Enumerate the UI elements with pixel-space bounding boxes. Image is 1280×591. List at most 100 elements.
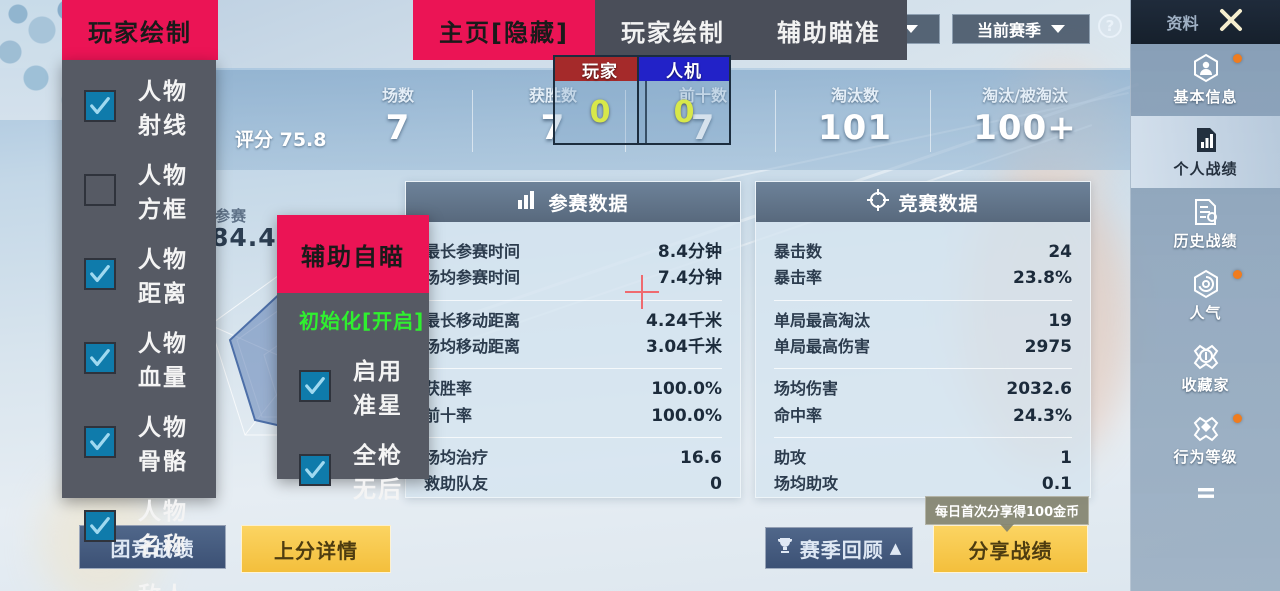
stat-value: 7 [385, 108, 411, 148]
panel-body: 暴击数 24 暴击率 23.8% 单局最高淘汰 19 单局最高伤害 2975 场均伤害 2… [756, 222, 1090, 512]
stat-row: 暴击率 23.8% [774, 265, 1072, 291]
sidebar-item-history-record[interactable]: 历史战绩 [1131, 188, 1280, 260]
checkbox-unchecked[interactable] [84, 174, 116, 206]
checkbox-checked[interactable] [84, 258, 116, 290]
mod-option-row[interactable]: 全枪无后 [277, 428, 429, 512]
player-draw-options: 人物射线 人物方框 人物距离 人物血量 人物骨骼 人物名称 [62, 60, 216, 591]
sidebar-item-more[interactable] [1131, 476, 1280, 522]
stat-val: 0 [710, 474, 722, 495]
mod-tab-player-draw-primary[interactable]: 玩家绘制 [62, 0, 218, 60]
stat-key: 单局最高淘汰 [774, 310, 871, 330]
stat-key: 场均移动距离 [424, 337, 521, 357]
stat-row: 单局最高伤害 2975 [774, 334, 1072, 360]
rank-details-button[interactable]: 上分详情 [241, 525, 391, 573]
history-doc-icon [1191, 197, 1221, 227]
collector-badge-icon [1191, 341, 1221, 371]
mod-tab-label: 辅助瞄准 [776, 18, 881, 47]
mod-option-row[interactable]: 敌人手持 [62, 568, 216, 591]
panel-header: 竞赛数据 [756, 182, 1090, 222]
stat-val: 8.4分钟 [657, 242, 722, 262]
aim-assist-options: 启用准星 全枪无后 [277, 340, 429, 520]
stat-key: 最长参赛时间 [424, 242, 521, 261]
notification-dot [1233, 270, 1242, 279]
sidebar-item-behavior-level[interactable]: 行为等级 [1131, 404, 1280, 476]
crosshair-icon [867, 188, 890, 216]
checkbox-checked[interactable] [84, 90, 116, 122]
notification-dot [1233, 54, 1242, 63]
mod-menu-tabbar-right: 主页[隐藏] 玩家绘制 辅助瞄准 [413, 0, 907, 60]
stat-row: 场均助攻 0.1 [774, 471, 1072, 497]
checkbox-checked[interactable] [84, 426, 116, 458]
help-icon[interactable]: ? [1098, 14, 1122, 38]
close-x-icon[interactable] [1217, 6, 1245, 38]
bot-count-overlay: 人机 0 [637, 55, 731, 145]
team-record-label: 团竞战绩 [110, 536, 195, 561]
mod-option-row[interactable]: 人物骨骼 [62, 400, 216, 484]
mod-option-row[interactable]: 人物名称 [62, 484, 216, 568]
stats-doc-icon [1191, 125, 1221, 155]
sidebar-title: 资料 [1166, 14, 1199, 33]
stat-value: 7 [540, 108, 566, 148]
mod-option-row[interactable]: 人物射线 [62, 64, 216, 148]
sidebar-item-label: 基本信息 [1173, 88, 1238, 106]
stat-key: 助攻 [774, 448, 807, 468]
stat-divider [472, 90, 473, 152]
checkbox-checked[interactable] [84, 510, 116, 542]
radar-label: 参赛 [215, 207, 248, 225]
radar-value: 84.4 [211, 223, 277, 252]
stat-row: 场均移动距离 3.04千米 [424, 334, 722, 360]
stat-val: 100.0% [651, 379, 722, 400]
checkbox-checked[interactable] [84, 342, 116, 374]
bot-count-body: 0 [637, 81, 731, 145]
checkbox-checked[interactable] [299, 454, 331, 486]
mod-tab-label: 玩家绘制 [88, 18, 192, 47]
season-review-label: 赛季回顾 [799, 537, 884, 562]
mod-tab-aim-assist[interactable]: 辅助瞄准 [750, 0, 907, 60]
sidebar-item-label: 个人战绩 [1173, 160, 1238, 178]
mod-tab-label: 玩家绘制 [620, 18, 725, 47]
season-dropdown[interactable]: 当前赛季 [952, 14, 1090, 44]
mod-tab-player-draw[interactable]: 玩家绘制 [594, 0, 751, 60]
sidebar-item-collector[interactable]: 收藏家 [1131, 332, 1280, 404]
stat-caption: 淘汰数 [830, 86, 879, 105]
stat-val: 100.0% [651, 405, 722, 426]
stat-key: 场均治疗 [424, 448, 489, 468]
aim-assist-title: 辅助自瞄 [277, 215, 429, 293]
stat-key: 获胜率 [424, 379, 473, 399]
mod-option-row[interactable]: 启用准星 [277, 344, 429, 428]
mod-option-label: 全枪无后 [353, 443, 403, 503]
mod-option-label: 人物射线 [138, 79, 188, 139]
share-record-label: 分享战绩 [968, 538, 1053, 563]
panel-title: 参赛数据 [548, 192, 629, 215]
sidebar-item-basic-info[interactable]: 基本信息 [1131, 44, 1280, 116]
stat-val: 4.24千米 [646, 310, 722, 331]
stat-row: 前十率 100.0% [424, 403, 722, 429]
stat-divider [775, 90, 776, 152]
sidebar-item-label: 历史战绩 [1173, 232, 1238, 250]
stat-val: 24.3% [1013, 405, 1072, 426]
stat-value: 7 [690, 108, 716, 148]
mod-option-row[interactable]: 人物血量 [62, 316, 216, 400]
stat-key: 场均伤害 [774, 379, 839, 399]
mod-option-label: 人物血量 [138, 331, 188, 391]
stat-group: 单局最高淘汰 19 单局最高伤害 2975 [774, 301, 1072, 370]
chevron-down-icon [1051, 25, 1065, 33]
mod-tab-home-hidden[interactable]: 主页[隐藏] [413, 0, 595, 60]
checkbox-checked[interactable] [299, 370, 331, 402]
share-record-button[interactable]: 分享战绩 [933, 525, 1088, 573]
sidebar-item-personal-record[interactable]: 个人战绩 [1131, 116, 1280, 188]
stat-row: 最长移动距离 4.24千米 [424, 308, 722, 334]
stat-row: 暴击数 24 [774, 239, 1072, 265]
stat-val: 19 [1048, 310, 1072, 331]
sidebar-item-label: 人气 [1189, 304, 1222, 322]
bot-count-value: 0 [673, 94, 695, 130]
competition-data-panel: 竞赛数据 暴击数 24 暴击率 23.8% 单局最高淘汰 19 单局最高伤害 2975 … [755, 181, 1091, 498]
mod-option-row[interactable]: 人物方框 [62, 148, 216, 232]
stat-val: 3.04千米 [646, 337, 722, 358]
season-label: 当前赛季 [976, 21, 1041, 40]
mod-option-row[interactable]: 人物距离 [62, 232, 216, 316]
stat-row: 命中率 24.3% [774, 403, 1072, 429]
share-reward-tooltip: 每日首次分享得100金币 [925, 496, 1090, 532]
sidebar-item-popularity[interactable]: 人气 [1131, 260, 1280, 332]
season-review-button[interactable]: 赛季回顾 ▲ [765, 527, 913, 569]
